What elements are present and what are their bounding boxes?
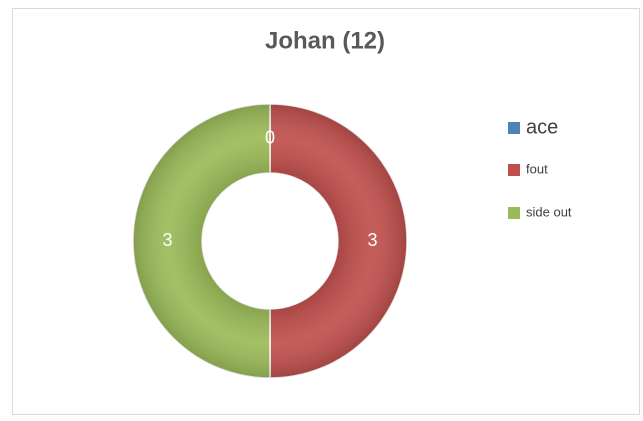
legend-label: ace: [526, 116, 558, 138]
data-label: 3: [162, 230, 172, 250]
legend-swatch: [508, 122, 520, 134]
data-label: 0: [265, 127, 275, 147]
legend-label: side out: [526, 204, 572, 219]
legend-swatch: [508, 207, 520, 219]
data-label: 3: [367, 230, 377, 250]
chart-title: Johan (12): [265, 27, 385, 54]
legend-swatch: [508, 164, 520, 176]
legend-label: fout: [526, 161, 548, 176]
